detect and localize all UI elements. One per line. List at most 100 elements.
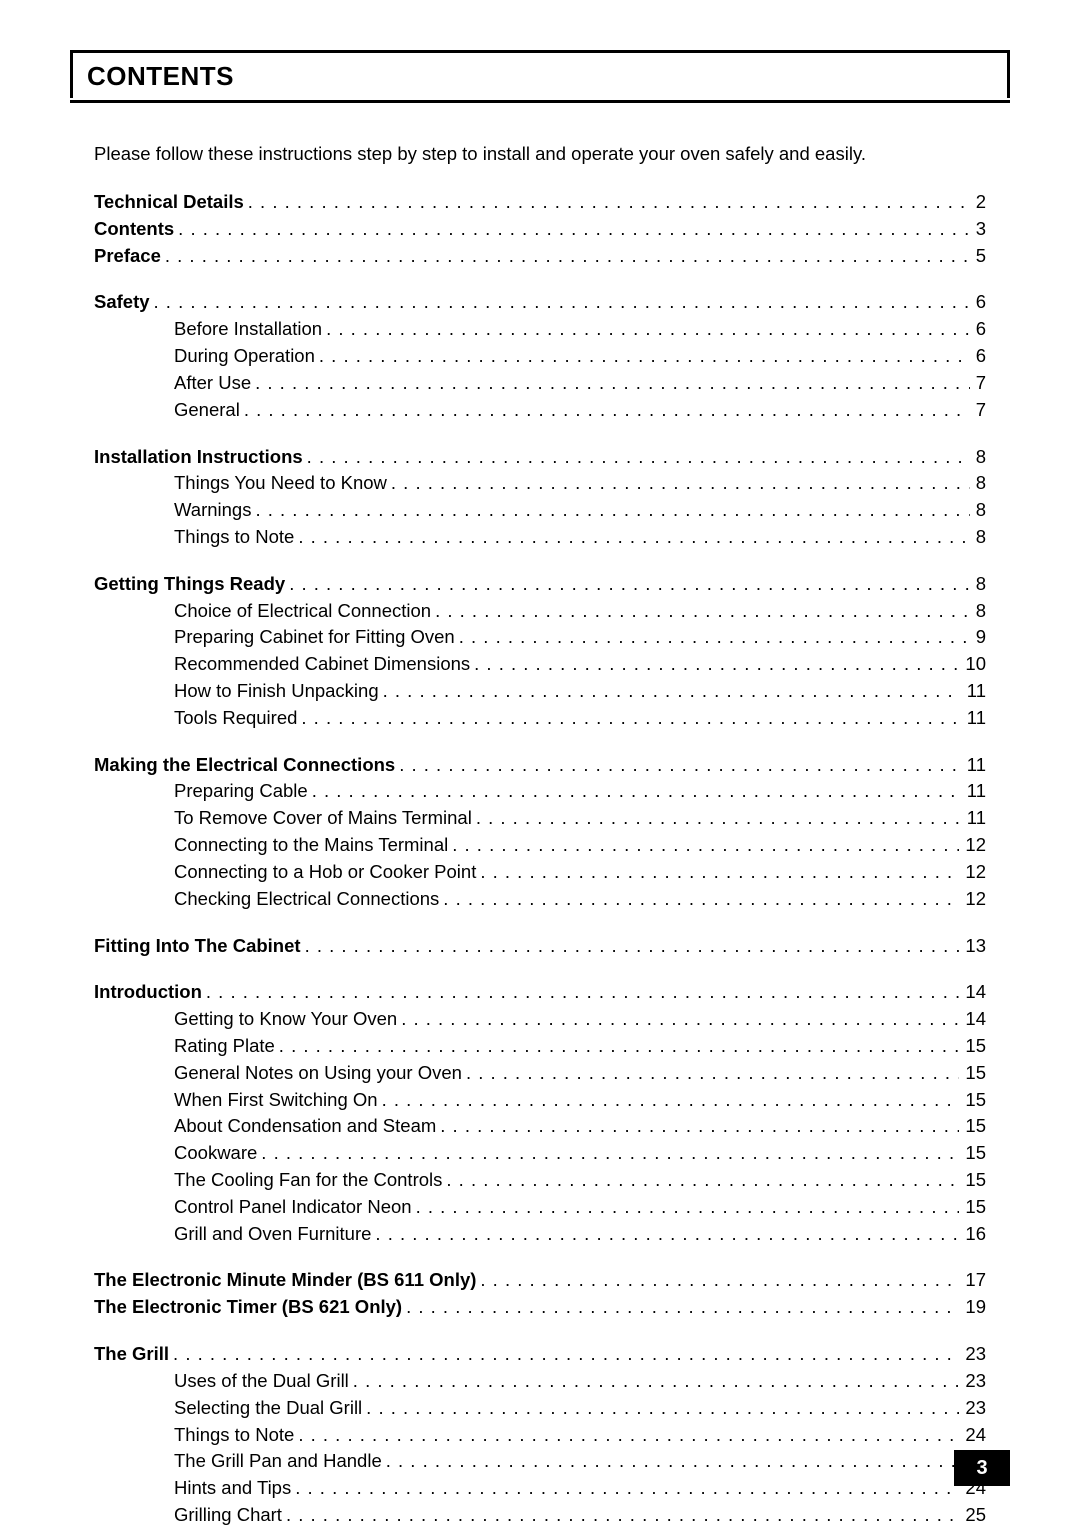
- toc-page-number: 11: [965, 778, 986, 805]
- toc-page-number: 8: [974, 524, 986, 551]
- header-box: CONTENTS: [70, 50, 1010, 98]
- toc-row: About Condensation and Steam15: [94, 1113, 986, 1140]
- toc-page-number: 19: [963, 1294, 986, 1321]
- toc-label: Hints and Tips: [174, 1475, 291, 1502]
- toc-row: After Use7: [94, 370, 986, 397]
- toc-row: General7: [94, 397, 986, 424]
- toc-page-number: 8: [974, 598, 986, 625]
- toc-row: The Grill Pan and Handle24: [94, 1448, 986, 1475]
- toc-label: Things to Note: [174, 524, 294, 551]
- toc-leader-dots: [375, 1221, 959, 1248]
- toc-leader-dots: [178, 216, 970, 243]
- toc-page-number: 6: [974, 343, 986, 370]
- toc-leader-dots: [298, 524, 969, 551]
- toc-page-number: 11: [965, 805, 986, 832]
- toc-row: Hints and Tips24: [94, 1475, 986, 1502]
- header-rule: [70, 100, 1010, 103]
- toc-label: The Cooling Fan for the Controls: [174, 1167, 442, 1194]
- toc-page-number: 6: [974, 289, 986, 316]
- toc-label: General: [174, 397, 240, 424]
- toc-row: Safety 6: [94, 289, 986, 316]
- toc-row: When First Switching On 15: [94, 1087, 986, 1114]
- toc-label: Connecting to a Hob or Cooker Point: [174, 859, 476, 886]
- toc-page-number: 11: [965, 705, 986, 732]
- toc-leader-dots: [286, 1502, 959, 1529]
- toc-page-number: 15: [963, 1033, 986, 1060]
- toc-row: Getting Things Ready 8: [94, 571, 986, 598]
- toc-label: Things You Need to Know: [174, 470, 387, 497]
- toc-page-number: 25: [963, 1502, 986, 1529]
- toc-page-number: 17: [963, 1267, 986, 1294]
- toc-row: Preface5: [94, 243, 986, 270]
- toc-label: Preface: [94, 243, 161, 270]
- toc-label: The Electronic Timer (BS 621 Only): [94, 1294, 402, 1321]
- toc-row: Grilling Chart 25: [94, 1502, 986, 1529]
- toc-row: Warnings8: [94, 497, 986, 524]
- toc-page-number: 10: [963, 651, 986, 678]
- toc-label: Introduction: [94, 979, 202, 1006]
- toc-row: Control Panel Indicator Neon15: [94, 1194, 986, 1221]
- toc-page-number: 11: [965, 678, 986, 705]
- toc-label: How to Finish Unpacking: [174, 678, 379, 705]
- toc-page-number: 23: [963, 1341, 986, 1368]
- toc-leader-dots: [416, 1194, 960, 1221]
- toc-page-number: 15: [963, 1113, 986, 1140]
- page-container: CONTENTS Please follow these instruction…: [0, 0, 1080, 1528]
- toc-label: Preparing Cabinet for Fitting Oven: [174, 624, 455, 651]
- toc-page-number: 15: [963, 1060, 986, 1087]
- toc-page-number: 14: [963, 1006, 986, 1033]
- toc-leader-dots: [466, 1060, 959, 1087]
- toc-label: General Notes on Using your Oven: [174, 1060, 462, 1087]
- table-of-contents: Technical Details2Contents3Preface5Safet…: [94, 189, 986, 1529]
- toc-label: After Use: [174, 370, 251, 397]
- toc-label: When First Switching On: [174, 1087, 378, 1114]
- toc-label: Safety: [94, 289, 150, 316]
- toc-page-number: 14: [963, 979, 986, 1006]
- toc-row: Things to Note 8: [94, 524, 986, 551]
- toc-row: Before Installation6: [94, 316, 986, 343]
- toc-label: Contents: [94, 216, 174, 243]
- toc-row: Preparing Cable11: [94, 778, 986, 805]
- toc-leader-dots: [383, 678, 961, 705]
- toc-leader-dots: [399, 752, 961, 779]
- toc-gap: [94, 959, 986, 979]
- toc-gap: [94, 424, 986, 444]
- toc-page-number: 8: [974, 571, 986, 598]
- toc-row: Tools Required11: [94, 705, 986, 732]
- toc-label: The Grill Pan and Handle: [174, 1448, 382, 1475]
- toc-page-number: 16: [963, 1221, 986, 1248]
- toc-leader-dots: [443, 886, 959, 913]
- toc-leader-dots: [366, 1395, 959, 1422]
- toc-page-number: 11: [965, 752, 986, 779]
- toc-label: Before Installation: [174, 316, 322, 343]
- toc-label: Getting to Know Your Oven: [174, 1006, 397, 1033]
- toc-leader-dots: [248, 189, 970, 216]
- toc-leader-dots: [298, 1422, 959, 1449]
- toc-leader-dots: [459, 624, 970, 651]
- toc-leader-dots: [173, 1341, 959, 1368]
- toc-row: Selecting the Dual Grill23: [94, 1395, 986, 1422]
- toc-row: Things to Note24: [94, 1422, 986, 1449]
- toc-leader-dots: [480, 859, 959, 886]
- toc-row: Things You Need to Know8: [94, 470, 986, 497]
- toc-label: Uses of the Dual Grill: [174, 1368, 349, 1395]
- toc-label: Getting Things Ready: [94, 571, 285, 598]
- toc-leader-dots: [440, 1113, 959, 1140]
- toc-label: Grilling Chart: [174, 1502, 282, 1529]
- toc-label: The Electronic Minute Minder (BS 611 Onl…: [94, 1267, 476, 1294]
- toc-row: Fitting Into The Cabinet13: [94, 933, 986, 960]
- toc-row: Checking Electrical Connections12: [94, 886, 986, 913]
- toc-leader-dots: [289, 571, 970, 598]
- toc-row: Connecting to the Mains Terminal12: [94, 832, 986, 859]
- toc-leader-dots: [382, 1087, 960, 1114]
- toc-leader-dots: [406, 1294, 959, 1321]
- toc-row: Technical Details2: [94, 189, 986, 216]
- toc-label: The Grill: [94, 1341, 169, 1368]
- toc-page-number: 15: [963, 1087, 986, 1114]
- toc-page-number: 12: [963, 886, 986, 913]
- toc-label: Rating Plate: [174, 1033, 275, 1060]
- toc-page-number: 13: [963, 933, 986, 960]
- toc-leader-dots: [480, 1267, 959, 1294]
- toc-row: Grill and Oven Furniture16: [94, 1221, 986, 1248]
- page-number-badge: 3: [954, 1450, 1010, 1486]
